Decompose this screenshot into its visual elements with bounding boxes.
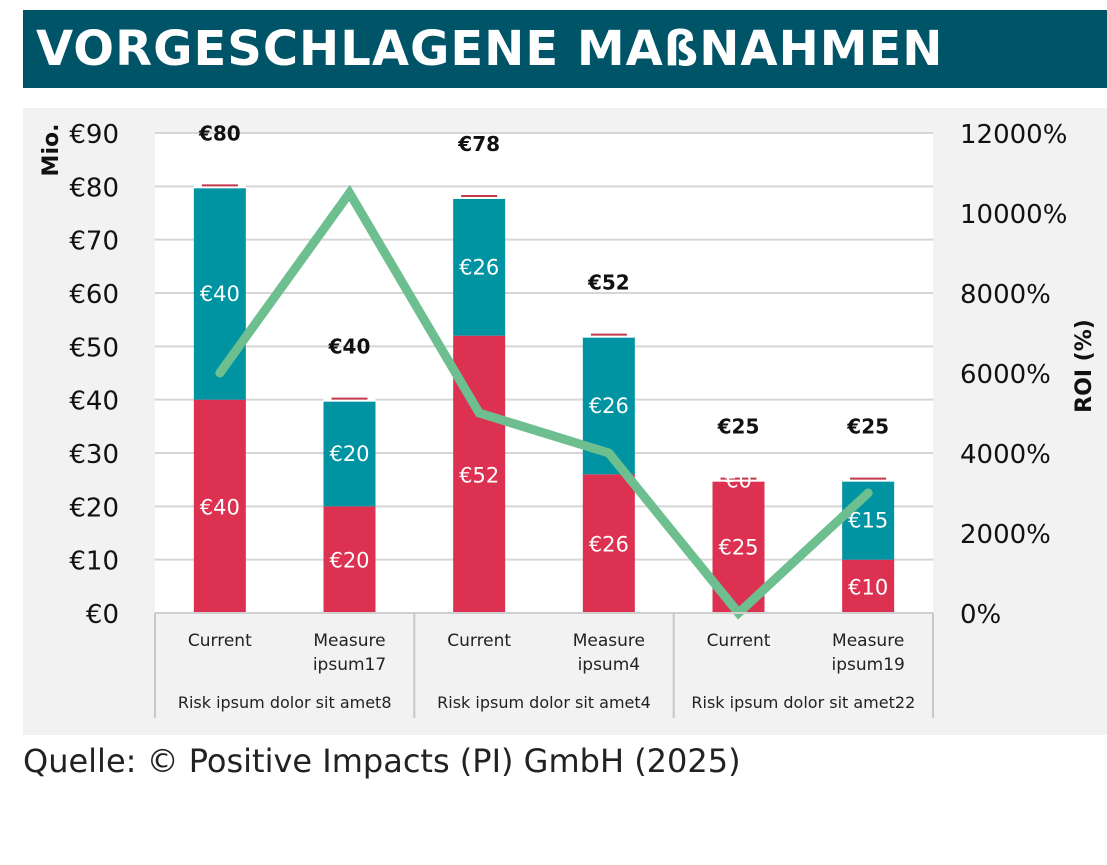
bar-segment-bottom: [193, 399, 246, 613]
y2-tick-label: 4000%: [960, 440, 1051, 470]
y2-tick-label: 8000%: [960, 280, 1051, 310]
source-caption: Quelle: © Positive Impacts (PI) GmbH (20…: [23, 742, 741, 780]
category-label: ipsum4: [578, 655, 641, 675]
bar-value-label-top: €20: [329, 442, 369, 466]
y-tick-label: €20: [69, 493, 119, 523]
y-tick-label: €80: [69, 173, 119, 203]
bar-segment-bottom: [582, 474, 635, 613]
bar-value-label-top: €0: [725, 469, 752, 493]
bar-value-label-bottom: €20: [329, 549, 369, 573]
bar-value-label-bottom: €52: [459, 463, 499, 487]
total-value-label: €25: [846, 415, 889, 439]
bar-value-label-bottom: €25: [718, 535, 758, 559]
bar-segment-bottom: [842, 559, 895, 613]
category-label: Current: [447, 631, 511, 651]
bar-segment-top: [323, 399, 376, 507]
bar-value-label-top: €26: [589, 394, 629, 418]
title-banner: VORGESCHLAGENE MAßNAHMEN: [23, 10, 1107, 88]
y2-tick-label: 10000%: [960, 200, 1067, 230]
bar-value-label-bottom: €40: [200, 495, 240, 519]
y-tick-label: €40: [69, 387, 119, 417]
total-value-label: €52: [587, 271, 630, 295]
y-tick-label: €50: [69, 333, 119, 363]
bar-value-label-top: €40: [200, 282, 240, 306]
total-value-label: €25: [717, 415, 760, 439]
bar-segment-top: [193, 186, 246, 400]
y2-tick-label: 12000%: [960, 120, 1067, 150]
plot-area: [155, 133, 933, 613]
page-title: VORGESCHLAGENE MAßNAHMEN: [36, 21, 944, 77]
category-label: Measure: [313, 631, 385, 651]
group-label: Risk ipsum dolor sit amet4: [437, 693, 651, 712]
bar-value-label-bottom: €10: [848, 575, 888, 599]
category-label: ipsum19: [831, 655, 904, 675]
y-axis-title: Mio.: [39, 124, 64, 177]
category-label: Measure: [832, 631, 904, 651]
group-label: Risk ipsum dolor sit amet22: [691, 693, 915, 712]
y-tick-label: €70: [69, 227, 119, 257]
group-label: Risk ipsum dolor sit amet8: [178, 693, 392, 712]
total-value-label: €40: [328, 335, 371, 359]
y-tick-label: €90: [69, 120, 119, 150]
y-tick-label: €60: [69, 280, 119, 310]
y2-tick-label: 2000%: [960, 520, 1051, 550]
category-label: ipsum17: [313, 655, 386, 675]
bar-value-label-top: €26: [459, 255, 499, 279]
category-label: Current: [707, 631, 771, 651]
total-value-label: €78: [457, 132, 500, 156]
bar-segment-top: [453, 197, 506, 336]
bar-value-label-bottom: €26: [589, 533, 629, 557]
category-label: Current: [188, 631, 252, 651]
stacked-bar-chart: €0 €10 €20 €30 €40 €50 €60 €70 €80 €90 0% 2000% 4000…: [39, 120, 1097, 718]
roi-line: [215, 184, 873, 620]
category-label: Measure: [573, 631, 645, 651]
bar-segment-bottom: [323, 506, 376, 613]
y-tick-label: €30: [69, 440, 119, 470]
chart-panel: €0 €10 €20 €30 €40 €50 €60 €70 €80 €90 0% 2000% 4000…: [23, 108, 1107, 735]
bar-value-label-top: €15: [848, 509, 888, 533]
y2-axis-title: ROI (%): [1072, 319, 1097, 413]
y-tick-label: €0: [86, 600, 119, 630]
y2-tick-label: 0%: [960, 600, 1001, 630]
y2-tick-label: 6000%: [960, 360, 1051, 390]
y-tick-label: €10: [69, 547, 119, 577]
total-value-label: €80: [198, 121, 241, 145]
